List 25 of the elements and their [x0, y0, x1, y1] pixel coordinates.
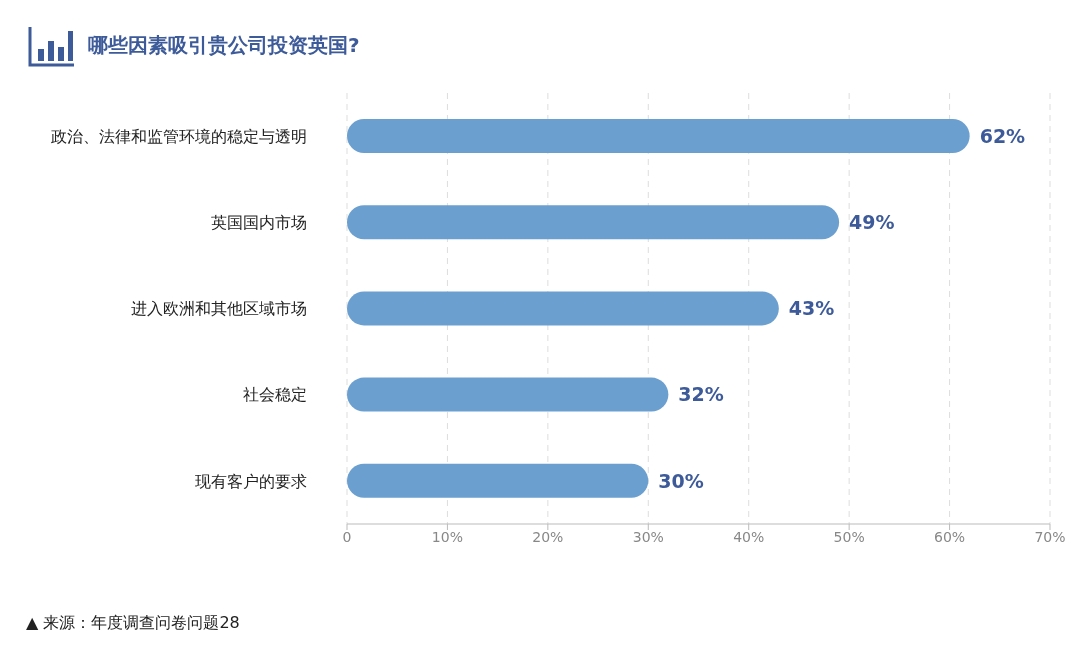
- y-tick-label: 英国国内市场: [211, 212, 307, 232]
- y-tick-label: 现有客户的要求: [195, 471, 307, 491]
- data-label: 49%: [849, 210, 895, 233]
- data-label: 32%: [678, 383, 724, 406]
- bar: [347, 377, 669, 412]
- x-tick-label: 20%: [532, 528, 564, 545]
- bar: [347, 463, 649, 498]
- x-tick-label: 40%: [733, 528, 765, 545]
- y-tick-label: 政治、法律和监管环境的稳定与透明: [51, 126, 307, 146]
- bar: [347, 291, 779, 326]
- data-label: 30%: [658, 469, 704, 492]
- data-label: 62%: [979, 124, 1026, 147]
- text: ▲ 来源：年度调查问卷问题28: [26, 613, 241, 634]
- x-tick-label: 70%: [1034, 528, 1066, 545]
- data-label: 43%: [788, 297, 835, 320]
- x-tick-label: 10%: [431, 528, 463, 545]
- bar: [347, 205, 840, 240]
- x-tick-label: 60%: [934, 528, 966, 545]
- y-tick-label: 社会稳定: [243, 385, 307, 405]
- chart-title: 哪些因素吸引贵公司投资英国?: [88, 32, 360, 59]
- x-tick-label: 0: [342, 528, 352, 545]
- x-tick-label: 50%: [833, 528, 865, 545]
- bar: [347, 119, 970, 153]
- y-tick-label: 进入欧洲和其他区域市场: [131, 299, 307, 319]
- x-tick-label: 30%: [632, 528, 664, 545]
